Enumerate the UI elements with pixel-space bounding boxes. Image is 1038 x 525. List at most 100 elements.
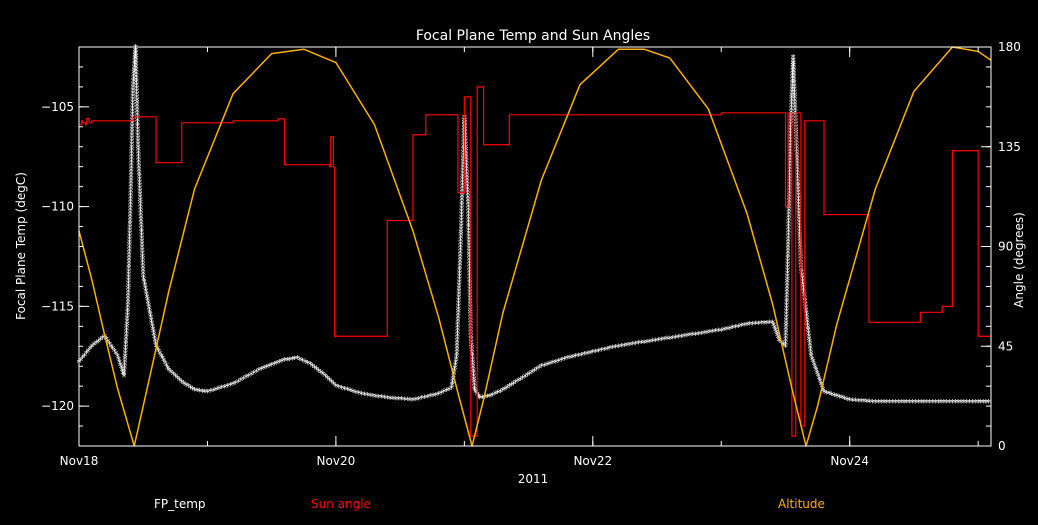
fp-temp-point: * (463, 137, 468, 148)
fp-temp-point: * (856, 397, 861, 408)
fp-temp-point: * (123, 340, 128, 351)
fp-temp-point: * (137, 184, 142, 195)
fp-temp-point: * (127, 247, 132, 258)
fp-temp-point: * (140, 258, 145, 269)
fp-temp-point: * (804, 309, 809, 320)
fp-temp-point: * (131, 80, 136, 91)
fp-temp-point: * (792, 88, 797, 99)
fp-temp-point: * (216, 385, 221, 396)
fp-temp-point: * (402, 395, 407, 406)
fp-temp-point: * (205, 388, 210, 399)
fp-temp-point: * (837, 393, 842, 404)
fp-temp-point: * (787, 177, 792, 188)
fp-temp-point: * (467, 282, 472, 293)
fp-temp-point: * (105, 337, 110, 348)
fp-temp-point: * (94, 339, 99, 350)
fp-temp-point: * (930, 398, 935, 409)
legend-fp-temp: FP_temp (154, 497, 206, 511)
fp-temp-point: * (473, 388, 478, 399)
fp-temp-point: * (567, 354, 572, 365)
fp-temp-point: * (472, 386, 477, 397)
fp-temp-point: * (788, 141, 793, 152)
fp-temp-point: * (801, 283, 806, 294)
fp-temp-point: * (471, 375, 476, 386)
fp-temp-point: * (466, 217, 471, 228)
fp-temp-point: * (613, 343, 618, 354)
fp-temp-point: * (507, 382, 512, 393)
fp-temp-point: * (430, 391, 435, 402)
fp-temp-point: * (179, 378, 184, 389)
fp-temp-point: * (787, 180, 792, 191)
fp-temp-point: * (333, 382, 338, 393)
fp-temp-point: * (602, 346, 607, 357)
fp-temp-point: * (842, 395, 847, 406)
fp-temp-point: * (115, 352, 120, 363)
fp-temp-point: * (399, 395, 404, 406)
fp-temp-point: * (805, 317, 810, 328)
fp-temp-point: * (466, 208, 471, 219)
fp-temp-point: * (916, 398, 921, 409)
fp-temp-point: * (627, 340, 632, 351)
fp-temp-point: * (137, 190, 142, 201)
fp-temp-point: * (303, 358, 308, 369)
fp-temp-point: * (785, 272, 790, 283)
fp-temp-point: * (466, 206, 471, 217)
fp-temp-point: * (792, 91, 797, 102)
fp-temp-point: * (791, 68, 796, 79)
fp-temp-point: * (145, 296, 150, 307)
fp-temp-point: * (806, 329, 811, 340)
fp-temp-point: * (605, 345, 610, 356)
fp-temp-point: * (702, 329, 707, 340)
fp-temp-point: * (794, 147, 799, 158)
fp-temp-point: * (811, 358, 816, 369)
fp-temp-point: * (786, 222, 791, 233)
fp-temp-point: * (787, 192, 792, 203)
fp-temp-point: * (282, 356, 287, 367)
fp-temp-point: * (139, 228, 144, 239)
fp-temp-point: * (861, 397, 866, 408)
fp-temp-point: * (135, 108, 140, 119)
fp-temp-point: * (456, 287, 461, 298)
fp-temp-point: * (647, 337, 652, 348)
fp-temp-point: * (455, 317, 460, 328)
fp-temp-point: * (787, 159, 792, 170)
fp-temp-point: * (264, 363, 269, 374)
fp-temp-point: * (149, 319, 154, 330)
fp-temp-point: * (467, 253, 472, 264)
fp-temp-point: * (505, 383, 510, 394)
fp-temp-point: * (133, 61, 138, 72)
fp-temp-point: * (362, 391, 367, 402)
fp-temp-point: * (797, 233, 802, 244)
fp-temp-point: * (809, 352, 814, 363)
fp-temp-point: * (466, 203, 471, 214)
x-tick-label: Nov20 (317, 454, 356, 468)
y-left-tick-label: −120 (41, 399, 74, 413)
fp-temp-point: * (733, 323, 738, 334)
fp-temp-point: * (137, 181, 142, 192)
fp-temp-point: * (163, 359, 168, 370)
fp-temp-point: * (336, 383, 341, 394)
fp-temp-point: * (130, 104, 135, 115)
fp-temp-point: * (788, 135, 793, 146)
fp-temp-point: * (819, 380, 824, 391)
fp-temp-point: * (146, 302, 151, 313)
fp-temp-point: * (787, 186, 792, 197)
fp-temp-point: * (576, 352, 581, 363)
fp-temp-point: * (135, 113, 140, 124)
fp-temp-point: * (147, 304, 152, 315)
fp-temp-point: * (690, 331, 695, 342)
fp-temp-point: * (986, 398, 991, 409)
fp-temp-point: * (795, 176, 800, 187)
fp-temp-point: * (587, 349, 592, 360)
fp-temp-point: * (513, 378, 518, 389)
fp-temp-point: * (525, 371, 530, 382)
fp-temp-point: * (127, 223, 132, 234)
fp-temp-point: * (459, 225, 464, 236)
fp-temp-point: * (792, 79, 797, 90)
fp-temp-point: * (181, 379, 186, 390)
fp-temp-point: * (140, 249, 145, 260)
fp-temp-point: * (467, 285, 472, 296)
fp-temp-point: * (186, 382, 191, 393)
fp-temp-point: * (274, 359, 279, 370)
fp-temp-point: * (579, 351, 584, 362)
